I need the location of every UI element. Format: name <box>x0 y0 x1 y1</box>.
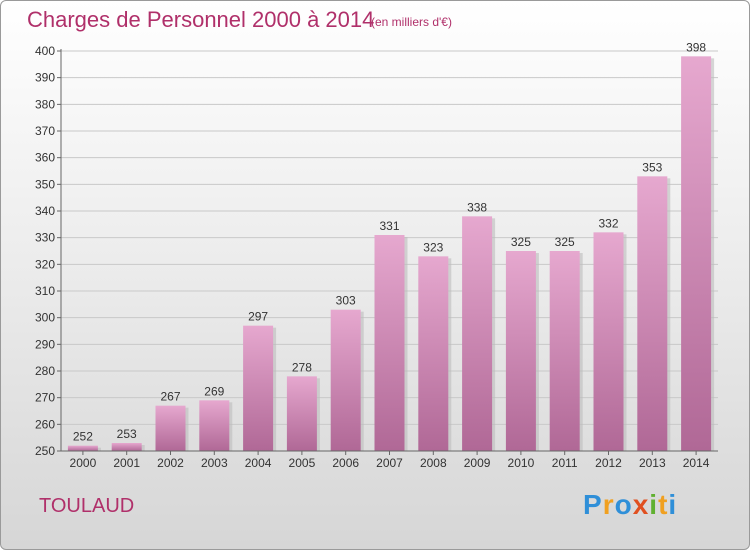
y-tick-label: 290 <box>35 337 55 351</box>
value-label: 398 <box>686 40 706 54</box>
y-tick-label: 380 <box>35 97 55 111</box>
bar-2012 <box>593 232 624 451</box>
chart-subtitle: (en milliers d'€) <box>371 15 452 29</box>
bar-2009 <box>462 216 493 451</box>
proxiti-logo[interactable]: Proxiti <box>583 489 677 521</box>
value-label: 332 <box>598 216 618 230</box>
y-tick-label: 300 <box>35 311 55 325</box>
bar-2000 <box>67 445 98 451</box>
logo-letter: t <box>658 489 669 520</box>
value-label: 269 <box>204 384 224 398</box>
x-tick-label: 2004 <box>245 456 272 470</box>
bar-2011 <box>549 251 580 451</box>
y-tick-label: 340 <box>35 204 55 218</box>
y-tick-label: 270 <box>35 391 55 405</box>
value-label: 267 <box>160 390 180 404</box>
value-label: 297 <box>248 310 268 324</box>
y-tick-label: 280 <box>35 364 55 378</box>
value-label: 325 <box>511 235 531 249</box>
y-tick-label: 400 <box>35 44 55 58</box>
x-tick-label: 2005 <box>289 456 316 470</box>
y-tick-label: 320 <box>35 257 55 271</box>
bars: 252 253 267 269 297 278 303 331 323 338 325 325 332 3… <box>67 40 715 452</box>
bar-2001 <box>111 443 142 451</box>
value-label: 338 <box>467 200 487 214</box>
y-tick-label: 310 <box>35 284 55 298</box>
value-label: 303 <box>336 294 356 308</box>
y-axis: 250 260 270 280 290 300 310 320 330 340 350 360 370 3… <box>35 44 62 458</box>
logo-letter: i <box>668 489 678 520</box>
logo-letter: o <box>614 489 633 520</box>
value-label: 323 <box>423 240 443 254</box>
logo-letter: P <box>583 489 603 520</box>
bar-2005 <box>286 376 317 451</box>
bar-2003 <box>199 400 230 451</box>
value-label: 278 <box>292 360 312 374</box>
value-label: 331 <box>379 219 399 233</box>
x-tick-label: 2013 <box>639 456 666 470</box>
bar-2002 <box>155 405 186 451</box>
y-tick-label: 250 <box>35 444 55 458</box>
value-label: 353 <box>642 160 662 174</box>
logo-letter: i <box>649 489 659 520</box>
x-tick-label: 2012 <box>595 456 622 470</box>
x-axis: 2000 2001 2002 2003 2004 2005 2006 2007 2008 2009… <box>61 450 718 470</box>
x-tick-label: 2011 <box>552 456 578 470</box>
bar-2010 <box>505 251 536 451</box>
x-tick-label: 2000 <box>70 456 97 470</box>
x-tick-label: 2009 <box>464 456 491 470</box>
x-tick-label: 2006 <box>332 456 359 470</box>
x-tick-label: 2010 <box>508 456 535 470</box>
x-tick-label: 2002 <box>157 456 184 470</box>
x-tick-label: 2014 <box>683 456 710 470</box>
x-tick-label: 2001 <box>113 456 140 470</box>
value-label: 325 <box>555 235 575 249</box>
y-tick-label: 330 <box>35 231 55 245</box>
y-tick-label: 350 <box>35 177 55 191</box>
x-tick-label: 2007 <box>376 456 403 470</box>
value-label: 253 <box>117 427 137 441</box>
y-tick-label: 360 <box>35 151 55 165</box>
x-tick-label: 2008 <box>420 456 447 470</box>
bar-2007 <box>374 235 405 451</box>
logo-letter: x <box>632 489 650 520</box>
y-tick-label: 260 <box>35 417 55 431</box>
place-name: TOULAUD <box>39 495 135 517</box>
bar-2014 <box>681 56 712 451</box>
bar-2006 <box>330 309 361 451</box>
bar-2004 <box>243 325 274 451</box>
x-tick-label: 2003 <box>201 456 228 470</box>
y-tick-label: 390 <box>35 71 55 85</box>
chart-title: Charges de Personnel 2000 à 2014 <box>27 7 375 32</box>
logo-letter: r <box>602 489 615 520</box>
value-label: 252 <box>73 430 93 444</box>
bar-2013 <box>637 176 668 452</box>
bar-2008 <box>418 256 449 451</box>
y-tick-label: 370 <box>35 124 55 138</box>
